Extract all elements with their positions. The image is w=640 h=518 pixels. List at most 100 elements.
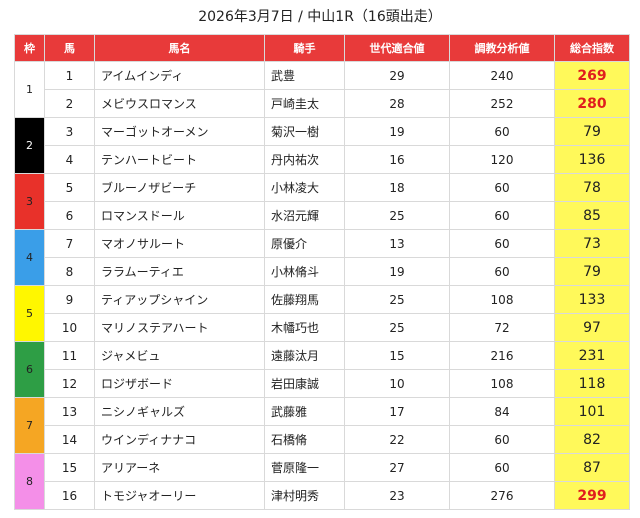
training-analysis-cell: 108 [449,285,555,314]
page-title: 2026年3月7日 / 中山1R（16頭出走） [198,9,442,25]
horse-name-cell: ララムーティエ [94,257,265,286]
total-index-cell: 280 [554,89,630,118]
jockey-cell: 原優介 [264,229,345,258]
horse-number-cell: 8 [44,257,95,286]
training-analysis-cell: 240 [449,61,555,90]
total-index-cell: 269 [554,61,630,90]
horse-number-cell: 1 [44,61,95,90]
waku-cell: 4 [14,229,45,286]
table-row: 4 テンハートビート 丹内祐次 16 120 136 [15,145,630,174]
jockey-cell: 木幡巧也 [264,313,345,342]
horse-number-cell: 3 [44,117,95,146]
training-analysis-cell: 60 [449,173,555,202]
total-index-cell: 231 [554,341,630,370]
horse-name-cell: ロジザボード [94,369,265,398]
generation-fit-cell: 22 [344,425,450,454]
generation-fit-cell: 27 [344,453,450,482]
jockey-cell: 武藤雅 [264,397,345,426]
training-analysis-cell: 120 [449,145,555,174]
training-analysis-cell: 276 [449,481,555,510]
horse-name-cell: アリアーネ [94,453,265,482]
jockey-cell: 岩田康誠 [264,369,345,398]
horse-name-cell: ニシノギャルズ [94,397,265,426]
table-row: 10 マリノステアハート 木幡巧也 25 72 97 [15,313,630,342]
training-analysis-cell: 60 [449,229,555,258]
generation-fit-cell: 18 [344,173,450,202]
header-generation-fit: 世代適合値 [344,34,450,62]
generation-fit-cell: 19 [344,257,450,286]
jockey-cell: 石橋脩 [264,425,345,454]
horse-number-cell: 7 [44,229,95,258]
horse-number-cell: 10 [44,313,95,342]
horse-name-cell: メビウスロマンス [94,89,265,118]
total-index-cell: 87 [554,453,630,482]
jockey-cell: 戸崎圭太 [264,89,345,118]
training-analysis-cell: 60 [449,257,555,286]
training-analysis-cell: 216 [449,341,555,370]
horse-number-cell: 14 [44,425,95,454]
jockey-cell: 津村明秀 [264,481,345,510]
horse-name-cell: テンハートビート [94,145,265,174]
table-row: 14 ウインディナナコ 石橋脩 22 60 82 [15,425,630,454]
race-table: 枠 馬 馬名 騎手 世代適合値 調教分析値 総合指数 1 1 アイムインディ 武豊 29… [14,34,630,510]
horse-number-cell: 15 [44,453,95,482]
horse-number-cell: 16 [44,481,95,510]
jockey-cell: 小林脩斗 [264,257,345,286]
horse-number-cell: 5 [44,173,95,202]
total-index-cell: 136 [554,145,630,174]
generation-fit-cell: 28 [344,89,450,118]
horse-name-cell: ウインディナナコ [94,425,265,454]
header-jockey: 騎手 [264,34,345,62]
training-analysis-cell: 84 [449,397,555,426]
training-analysis-cell: 60 [449,425,555,454]
table-row: 3 5 ブルーノザビーチ 小林凌大 18 60 78 [14,173,630,230]
header-training-analysis: 調教分析値 [449,34,555,62]
total-index-cell: 85 [554,201,630,230]
waku-cell: 5 [14,285,45,342]
generation-fit-cell: 17 [344,397,450,426]
table-row: 12 ロジザボード 岩田康誠 10 108 118 [15,369,630,398]
total-index-cell: 79 [554,117,630,146]
table-body: 1 1 アイムインディ 武豊 29 240 269 2 メビウスロマンス 戸崎圭太 28 252 280… [14,61,630,510]
generation-fit-cell: 15 [344,341,450,370]
generation-fit-cell: 16 [344,145,450,174]
table-row: 2 メビウスロマンス 戸崎圭太 28 252 280 [15,89,630,118]
jockey-cell: 小林凌大 [264,173,345,202]
horse-name-cell: ブルーノザビーチ [94,173,265,202]
generation-fit-cell: 10 [344,369,450,398]
generation-fit-cell: 23 [344,481,450,510]
horse-name-cell: ロマンスドール [94,201,265,230]
jockey-cell: 佐藤翔馬 [264,285,345,314]
horse-name-cell: トモジャオーリー [94,481,265,510]
total-index-cell: 79 [554,257,630,286]
training-analysis-cell: 60 [449,117,555,146]
total-index-cell: 82 [554,425,630,454]
waku-cell: 7 [14,397,45,454]
jockey-cell: 武豊 [264,61,345,90]
table-row: 16 トモジャオーリー 津村明秀 23 276 299 [15,481,630,510]
table-row: 8 15 アリアーネ 菅原隆一 27 60 87 [14,453,630,510]
horse-number-cell: 9 [44,285,95,314]
table-row: 6 11 ジャメビュ 遠藤汰月 15 216 231 [14,341,630,398]
horse-name-cell: ジャメビュ [94,341,265,370]
generation-fit-cell: 29 [344,61,450,90]
jockey-cell: 水沼元輝 [264,201,345,230]
generation-fit-cell: 25 [344,285,450,314]
waku-cell: 6 [14,341,45,398]
training-analysis-cell: 252 [449,89,555,118]
horse-name-cell: マーゴットオーメン [94,117,265,146]
horse-number-cell: 13 [44,397,95,426]
training-analysis-cell: 60 [449,453,555,482]
horse-number-cell: 12 [44,369,95,398]
header-row: 枠 馬 馬名 騎手 世代適合値 調教分析値 総合指数 [14,34,630,62]
table-row: 7 13 ニシノギャルズ 武藤雅 17 84 101 [14,397,630,454]
generation-fit-cell: 13 [344,229,450,258]
horse-number-cell: 6 [44,201,95,230]
table-row: 1 1 アイムインディ 武豊 29 240 269 [14,61,630,118]
training-analysis-cell: 108 [449,369,555,398]
total-index-cell: 78 [554,173,630,202]
waku-cell: 3 [14,173,45,230]
waku-cell: 1 [14,61,45,118]
header-total-index: 総合指数 [554,34,630,62]
training-analysis-cell: 60 [449,201,555,230]
